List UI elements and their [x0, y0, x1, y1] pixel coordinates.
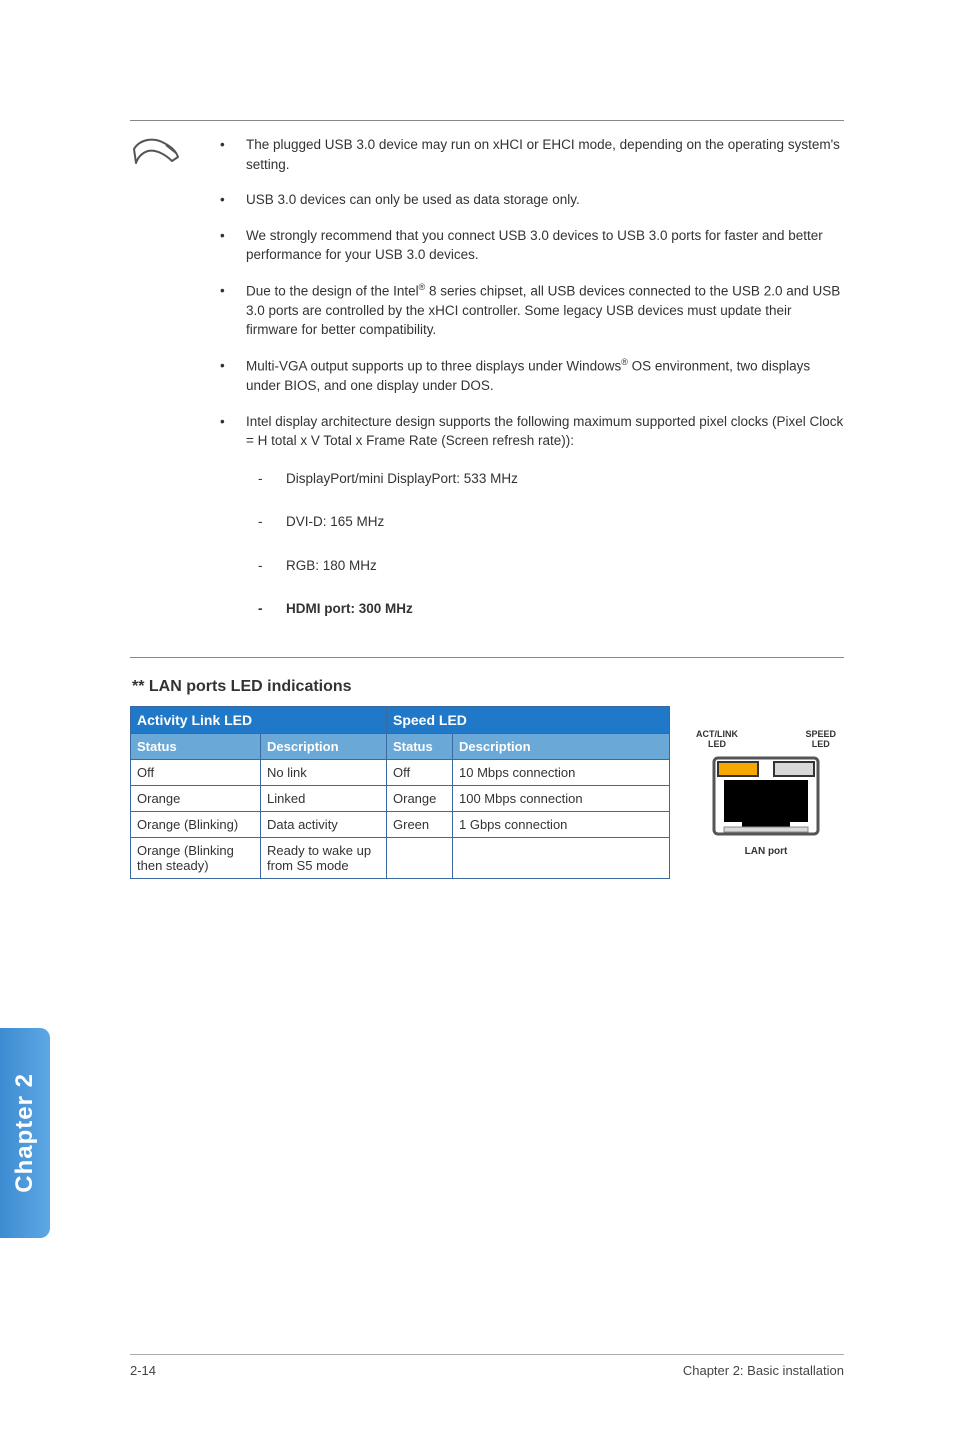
table-column-header: Description	[453, 734, 670, 760]
led-table: Activity Link LED Speed LED Status Descr…	[130, 706, 670, 879]
note-bullet-list: The plugged USB 3.0 device may run on xH…	[212, 135, 844, 643]
note-subitem: RGB: 180 MHz	[246, 556, 844, 576]
note-item: USB 3.0 devices can only be used as data…	[212, 190, 844, 210]
diagram-label-left: ACT/LINKLED	[696, 730, 738, 750]
note-subitem: DisplayPort/mini DisplayPort: 533 MHz	[246, 469, 844, 489]
footer-chapter-title: Chapter 2: Basic installation	[683, 1363, 844, 1378]
note-hand-icon	[130, 135, 182, 173]
lan-port-icon	[696, 752, 836, 842]
diagram-label-right: SPEEDLED	[805, 730, 836, 750]
note-item: We strongly recommend that you connect U…	[212, 226, 844, 265]
lan-port-diagram: ACT/LINKLED SPEEDLED LAN port	[696, 730, 836, 857]
note-item: Multi-VGA output supports up to three di…	[212, 356, 844, 396]
table-row: Off No link Off 10 Mbps connection	[131, 760, 670, 786]
note-block: The plugged USB 3.0 device may run on xH…	[130, 120, 844, 658]
section-title: ** LAN ports LED indications	[132, 678, 844, 696]
table-row: Orange Linked Orange 100 Mbps connection	[131, 786, 670, 812]
chapter-side-tab: Chapter 2	[0, 1028, 50, 1238]
table-row: Orange (Blinking then steady) Ready to w…	[131, 838, 670, 879]
note-item: The plugged USB 3.0 device may run on xH…	[212, 135, 844, 174]
table-column-header: Status	[131, 734, 261, 760]
table-column-header: Status	[387, 734, 453, 760]
table-column-header: Description	[261, 734, 387, 760]
table-row: Orange (Blinking) Data activity Green 1 …	[131, 812, 670, 838]
page-number: 2-14	[130, 1363, 156, 1378]
diagram-caption: LAN port	[696, 846, 836, 857]
note-subitem: HDMI port: 300 MHz	[246, 599, 844, 619]
note-subitem: DVI-D: 165 MHz	[246, 512, 844, 532]
page-footer: 2-14 Chapter 2: Basic installation	[130, 1354, 844, 1378]
table-group-header: Activity Link LED	[131, 707, 387, 734]
table-group-header: Speed LED	[387, 707, 670, 734]
note-item: Due to the design of the Intel® 8 series…	[212, 281, 844, 340]
note-item: Intel display architecture design suppor…	[212, 412, 844, 619]
